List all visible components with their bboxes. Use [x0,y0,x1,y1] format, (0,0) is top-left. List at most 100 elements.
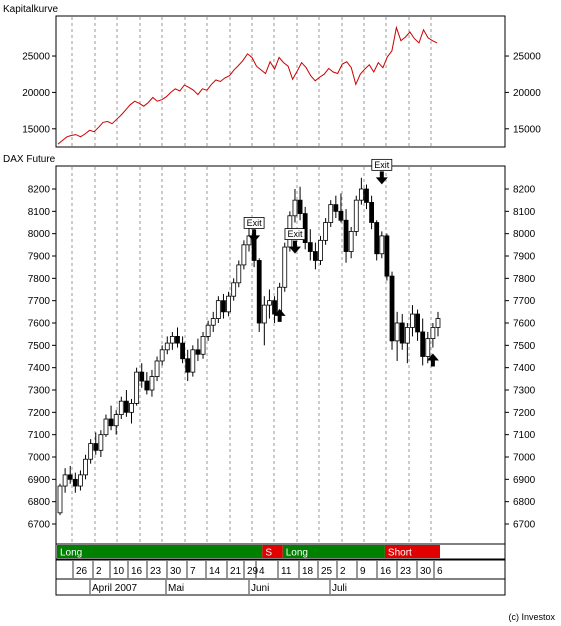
candle-body [425,338,431,357]
month-label: Mai [168,583,184,594]
equity-panel-frame [55,15,506,148]
candle-body [292,199,298,217]
equity-panel-title: Kapitalkurve [3,4,58,15]
candle-body [139,371,145,382]
price-y-tick-label-right: 7300 [513,386,536,397]
price-y-tick-label-left: 6800 [28,497,51,508]
day-label: 7 [190,566,196,577]
candle-body [72,478,78,487]
price-y-tick-label-left: 7300 [28,386,51,397]
short-position-segment [384,545,440,558]
candle-body [282,246,288,288]
candle-body [83,458,88,476]
candle-body [430,327,436,340]
candle-body [267,300,272,306]
candle-body [389,275,395,342]
price-y-tick-label-left: 7100 [28,430,51,441]
price-y-tick-label-right: 8100 [513,207,536,218]
price-panel-frame [55,165,506,545]
candle-body [323,222,329,241]
candle-body [62,474,68,487]
arrow-down-icon [375,171,388,185]
price-y-axis: 6700 6700 6800 6800 6900 6900 7000 7000 7100 7100… [28,185,536,531]
candle-body [215,300,221,319]
candle-body [384,235,390,277]
candle-body [98,434,104,451]
candle-body [103,418,109,436]
month-label: April 2007 [92,583,137,594]
candle-body [88,443,94,460]
candle-body [338,210,344,221]
exit-label-box [371,158,393,171]
candle-body [261,304,267,324]
price-y-tick-label-right: 7900 [513,252,536,263]
equity-y-axis: 15000 15000 20000 20000 25000 25000 [22,52,541,136]
day-label: 14 [209,566,221,577]
price-y-tick-label-left: 7900 [28,252,51,263]
price-y-tick-label-right: 7400 [513,363,536,374]
equity-grid [71,17,432,146]
arrow-down-icon [248,229,261,243]
day-label: 6 [437,566,443,577]
candle-body [256,260,262,324]
candle-body [149,376,155,391]
candle-body [236,264,242,284]
candle-body [410,313,415,328]
candle-body [307,242,313,252]
price-y-tick-label-left: 8200 [28,185,51,196]
day-label: 18 [302,566,314,577]
candle-body [369,201,374,223]
equity-curve-line [57,25,438,145]
price-y-tick-label-left: 7400 [28,363,51,374]
exit-label-box [284,228,306,241]
price-y-tick-label-left: 6900 [28,475,51,486]
day-label: 4 [259,566,265,577]
long-position-segment [282,545,385,558]
equity-y-tick-label-left: 20000 [22,88,50,99]
arrow-down-icon [288,240,301,254]
day-label: 23 [150,566,162,577]
position-label: Short [388,548,412,559]
candle-body [415,313,420,333]
price-y-tick-label-left: 7200 [28,408,51,419]
candle-body [318,239,323,261]
month-label: Juni [251,583,269,594]
price-y-tick-label-right: 6700 [513,520,536,531]
candle-body [348,231,354,252]
price-grid [71,167,432,543]
long-position-segment [57,545,263,558]
candle-body [129,402,134,413]
day-label: 26 [76,566,88,577]
day-label: 11 [281,566,292,577]
arrow-up-icon [426,353,439,367]
candle-body [394,322,400,342]
candle-body [241,244,247,266]
day-label: 30 [420,566,432,577]
candle-body [154,360,160,378]
price-y-tick-label-right: 8000 [513,229,536,240]
trade-signals: Exit Exit Exit [243,158,439,367]
month-axis-frame [55,578,506,596]
equity-y-tick-label-left: 25000 [22,52,50,63]
candle-body [134,371,140,404]
candle-body [358,188,364,201]
price-y-tick-label-right: 8200 [513,185,536,196]
day-label: 25 [321,566,333,577]
day-label: 21 [230,566,242,577]
exit-label: Exit [247,218,263,228]
candle-body [210,318,216,326]
month-label: Juli [332,583,347,594]
candle-body [175,335,180,344]
candle-body [190,349,196,373]
day-label: 29 [247,566,259,577]
day-label: 16 [380,566,392,577]
price-y-tick-label-left: 8100 [28,207,51,218]
equity-y-tick-label-right: 25000 [513,52,541,63]
position-label: Long [286,548,308,559]
price-y-tick-label-right: 7600 [513,319,536,330]
price-y-tick-label-left: 7000 [28,453,51,464]
price-y-tick-label-right: 7700 [513,296,536,307]
candle-body [185,358,191,373]
